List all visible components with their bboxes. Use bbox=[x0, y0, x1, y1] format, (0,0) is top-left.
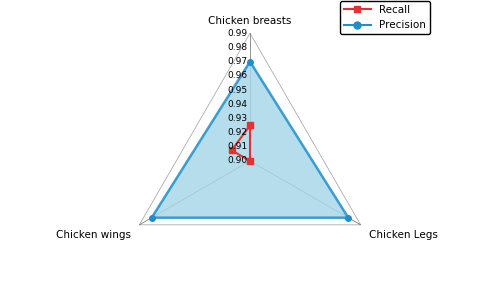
Text: 0.93: 0.93 bbox=[228, 114, 248, 123]
Text: 0.91: 0.91 bbox=[228, 142, 248, 151]
Polygon shape bbox=[176, 76, 324, 204]
Text: 0.98: 0.98 bbox=[228, 43, 248, 52]
Text: Chicken breasts: Chicken breasts bbox=[208, 16, 292, 26]
Text: 0.94: 0.94 bbox=[228, 100, 248, 109]
Text: 0.95: 0.95 bbox=[228, 86, 248, 95]
Text: Chicken Legs: Chicken Legs bbox=[370, 230, 438, 240]
Polygon shape bbox=[188, 90, 312, 196]
Text: 0.92: 0.92 bbox=[228, 128, 248, 137]
Polygon shape bbox=[226, 133, 274, 175]
Legend: Recall, Precision: Recall, Precision bbox=[340, 1, 430, 35]
Polygon shape bbox=[140, 33, 360, 225]
Polygon shape bbox=[213, 118, 287, 182]
Polygon shape bbox=[164, 62, 336, 211]
Text: 0.90: 0.90 bbox=[228, 157, 248, 166]
Polygon shape bbox=[152, 48, 348, 218]
Text: 0.97: 0.97 bbox=[228, 57, 248, 66]
Text: Chicken wings: Chicken wings bbox=[56, 230, 130, 240]
Text: 0.96: 0.96 bbox=[228, 71, 248, 80]
Text: 0.99: 0.99 bbox=[228, 29, 248, 38]
Polygon shape bbox=[140, 33, 360, 225]
Polygon shape bbox=[152, 62, 348, 218]
Polygon shape bbox=[238, 147, 262, 168]
Polygon shape bbox=[201, 104, 299, 189]
